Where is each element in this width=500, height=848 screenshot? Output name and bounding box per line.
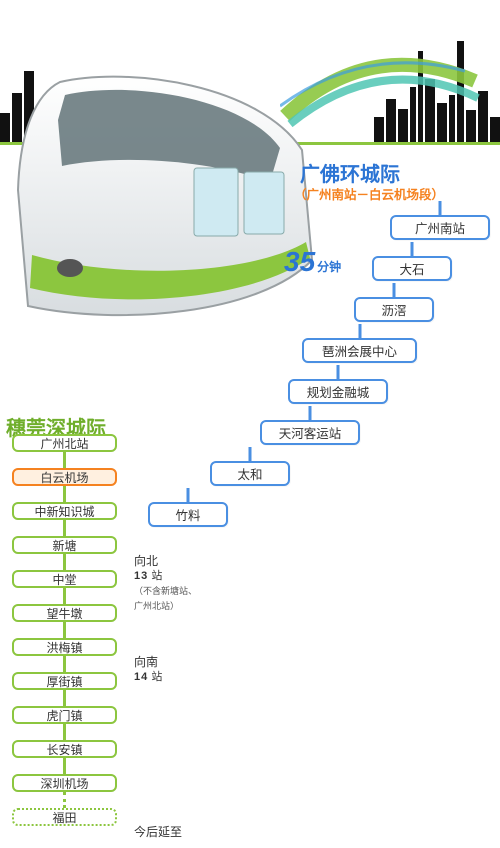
- lineb-station-byjc: 白云机场: [12, 468, 117, 486]
- linea-station: 沥滘: [354, 297, 434, 322]
- skyline-right: [374, 41, 500, 145]
- annot-north-dir: 向北: [134, 553, 197, 569]
- lineb-connector: [63, 452, 66, 468]
- lineb-station-ft: 福田: [12, 808, 117, 826]
- linea-station: 大石: [372, 256, 452, 281]
- lineb-connector: [63, 622, 66, 638]
- annot-south: 向南 14 站: [134, 654, 162, 685]
- lineb-connector: [63, 758, 66, 774]
- lineb-station-zt: 中堂: [12, 570, 117, 588]
- lineb-station-xt: 新塘: [12, 536, 117, 554]
- linea-subtitle: （广州南站－白云机场段）: [294, 184, 444, 203]
- lineb-station-hmenz: 虎门镇: [12, 706, 117, 724]
- lineb-station-gzb: 广州北站: [12, 434, 117, 452]
- annot-north-unit: 站: [151, 570, 162, 582]
- linea-station: 天河客运站: [260, 420, 360, 445]
- lineb-station-caz: 长安镇: [12, 740, 117, 758]
- duration-value: 35: [284, 246, 315, 277]
- lineb-station-zxzsc: 中新知识城: [12, 502, 117, 520]
- linea-station: 琶洲会展中心: [302, 338, 417, 363]
- lineb-station-wnd: 望牛墩: [12, 604, 117, 622]
- train-illustration: [10, 70, 320, 330]
- lineb-connector: [63, 486, 66, 502]
- lineb-connector: [63, 554, 66, 570]
- annot-south-dir: 向南: [134, 654, 162, 670]
- annot-south-unit: 站: [151, 671, 162, 683]
- linea-station: 太和: [210, 461, 290, 486]
- lineb-connector: [63, 690, 66, 706]
- linea-title: 广佛环城际: [300, 158, 400, 187]
- linea-station: 竹料: [148, 502, 228, 527]
- lineb-connector: [63, 588, 66, 604]
- lineb-station-hmz: 洪梅镇: [12, 638, 117, 656]
- duration-unit: 分钟: [317, 260, 341, 274]
- annot-north-num: 13: [134, 570, 148, 582]
- lineb-connector: [63, 724, 66, 740]
- lineb-station-hjz: 厚街镇: [12, 672, 117, 690]
- lineb-connector: [63, 792, 66, 808]
- lineb-connector: [63, 520, 66, 536]
- annot-north: 向北 13 站 （不含新塘站、 广州北站）: [134, 553, 197, 614]
- linea-duration: 35分钟: [284, 246, 341, 278]
- linea-station: 规划金融城: [288, 379, 388, 404]
- annot-south-num: 14: [134, 671, 148, 683]
- lineb-station-list: 广州北站白云机场中新知识城新塘中堂望牛墩洪梅镇厚街镇虎门镇长安镇深圳机场福田: [12, 434, 117, 826]
- lineb-station-szjc: 深圳机场: [12, 774, 117, 792]
- annot-ext: 今后延至: [134, 824, 182, 840]
- lineb-connector: [63, 656, 66, 672]
- linea-station: 广州南站: [390, 215, 490, 240]
- annot-north-note: （不含新塘站、 广州北站）: [134, 586, 197, 611]
